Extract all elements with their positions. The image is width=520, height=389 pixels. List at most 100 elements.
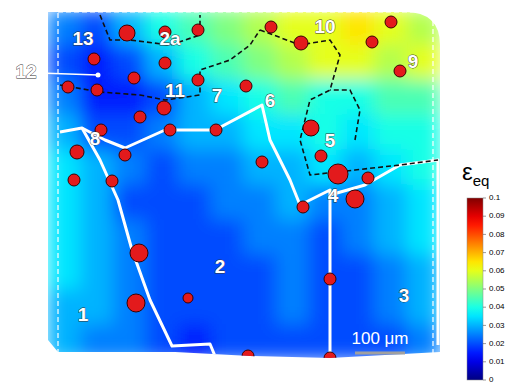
heat-cell [178, 185, 212, 221]
cavity [62, 81, 74, 93]
heat-cell [211, 290, 245, 326]
boundary-white [82, 105, 330, 356]
heat-cell [211, 220, 245, 256]
heat-cell [178, 290, 212, 326]
heat-cell [342, 80, 376, 116]
cavity [362, 172, 374, 184]
heat-cell [407, 290, 441, 326]
heat-cell [244, 45, 278, 81]
heat-cell [146, 255, 180, 291]
heat-cell [374, 80, 408, 116]
figure: 132a109121176854231100 μm00.010.020.030.… [0, 0, 520, 389]
heat-cell [80, 185, 114, 221]
scale-bar [355, 352, 405, 355]
heat-cell [244, 10, 278, 46]
colorbar-tick [483, 252, 486, 253]
colorbar-tick-label: 0.08 [489, 230, 505, 239]
cavity [324, 352, 336, 364]
leader-dot [96, 73, 101, 78]
heat-cell [407, 220, 441, 256]
cavity [385, 16, 397, 28]
cavity [366, 36, 378, 48]
heat-cell [342, 220, 376, 256]
colorbar-label-sub: eq [473, 172, 490, 189]
heat-cell [244, 185, 278, 221]
heat-cell [374, 220, 408, 256]
cavity [210, 124, 222, 136]
heat-cell [276, 220, 310, 256]
heat-cell [342, 290, 376, 326]
cavity [346, 190, 364, 208]
heat-cell [146, 325, 180, 361]
boundary-white [60, 128, 215, 356]
heat-cell [276, 80, 310, 116]
heat-cell [178, 115, 212, 151]
heat-cell [211, 115, 245, 151]
heat-cell [374, 115, 408, 151]
cavity [265, 21, 277, 33]
heat-cell [309, 255, 343, 291]
heat-cell [211, 10, 245, 46]
heat-cell [342, 255, 376, 291]
heat-cell [211, 150, 245, 186]
colorbar-tick [483, 307, 486, 308]
heat-cell [48, 220, 82, 256]
heat-cell [407, 80, 441, 116]
heat-cell [80, 255, 114, 291]
heat-cell [211, 80, 245, 116]
heat-cell [211, 255, 245, 291]
grain-boundaries [60, 15, 438, 356]
cavity [303, 120, 319, 136]
heat-cell [48, 185, 82, 221]
cavity [130, 244, 148, 262]
cavity [91, 84, 103, 96]
heat-cell [146, 290, 180, 326]
cavity [256, 156, 268, 168]
heat-cell [244, 255, 278, 291]
colorbar-label: εeq [462, 158, 489, 189]
cavity [315, 150, 327, 162]
colorbar-tick [483, 234, 486, 235]
cavity [70, 145, 84, 159]
cells [48, 10, 441, 361]
colorbar-tick-label: 0 [489, 375, 494, 384]
heat-cell [211, 325, 245, 361]
cavity [328, 164, 348, 184]
heat-cell [407, 10, 441, 46]
heat-cell [48, 255, 82, 291]
region-label: 11 [165, 80, 186, 101]
cavity [164, 124, 176, 136]
heat-cell [146, 185, 180, 221]
heat-cell [407, 325, 441, 361]
colorbar-tick-label: 0.07 [489, 248, 505, 257]
colorbar-tick-label: 0.09 [489, 211, 505, 220]
colorbar [467, 198, 483, 380]
cavity [106, 175, 118, 187]
region-label: 5 [325, 130, 336, 151]
cavity [240, 80, 252, 92]
heat-cell [407, 45, 441, 81]
region-label: 12 [15, 61, 36, 82]
heat-cell [342, 45, 376, 81]
heat-cell [113, 325, 147, 361]
cavity [159, 57, 171, 69]
cavity [68, 174, 80, 186]
heat-cell [276, 325, 310, 361]
heat-cell [309, 220, 343, 256]
heat-cell [374, 10, 408, 46]
scale-bar-label: 100 μm [351, 329, 408, 348]
colorbar-tick-label: 0.03 [489, 321, 505, 330]
heat-cell [80, 80, 114, 116]
colorbar-tick [483, 289, 486, 290]
colorbar-tick-label: 0.01 [489, 357, 505, 366]
boundary-dashed [260, 30, 438, 175]
cavity [88, 53, 100, 65]
heat-cell [244, 290, 278, 326]
colorbar-tick [483, 361, 486, 362]
strain-map [48, 10, 441, 361]
cavity [119, 149, 131, 161]
boundary-dashed [100, 15, 200, 45]
cavity [127, 294, 145, 312]
region-label: 13 [72, 28, 93, 49]
region-label: 8 [90, 128, 101, 149]
